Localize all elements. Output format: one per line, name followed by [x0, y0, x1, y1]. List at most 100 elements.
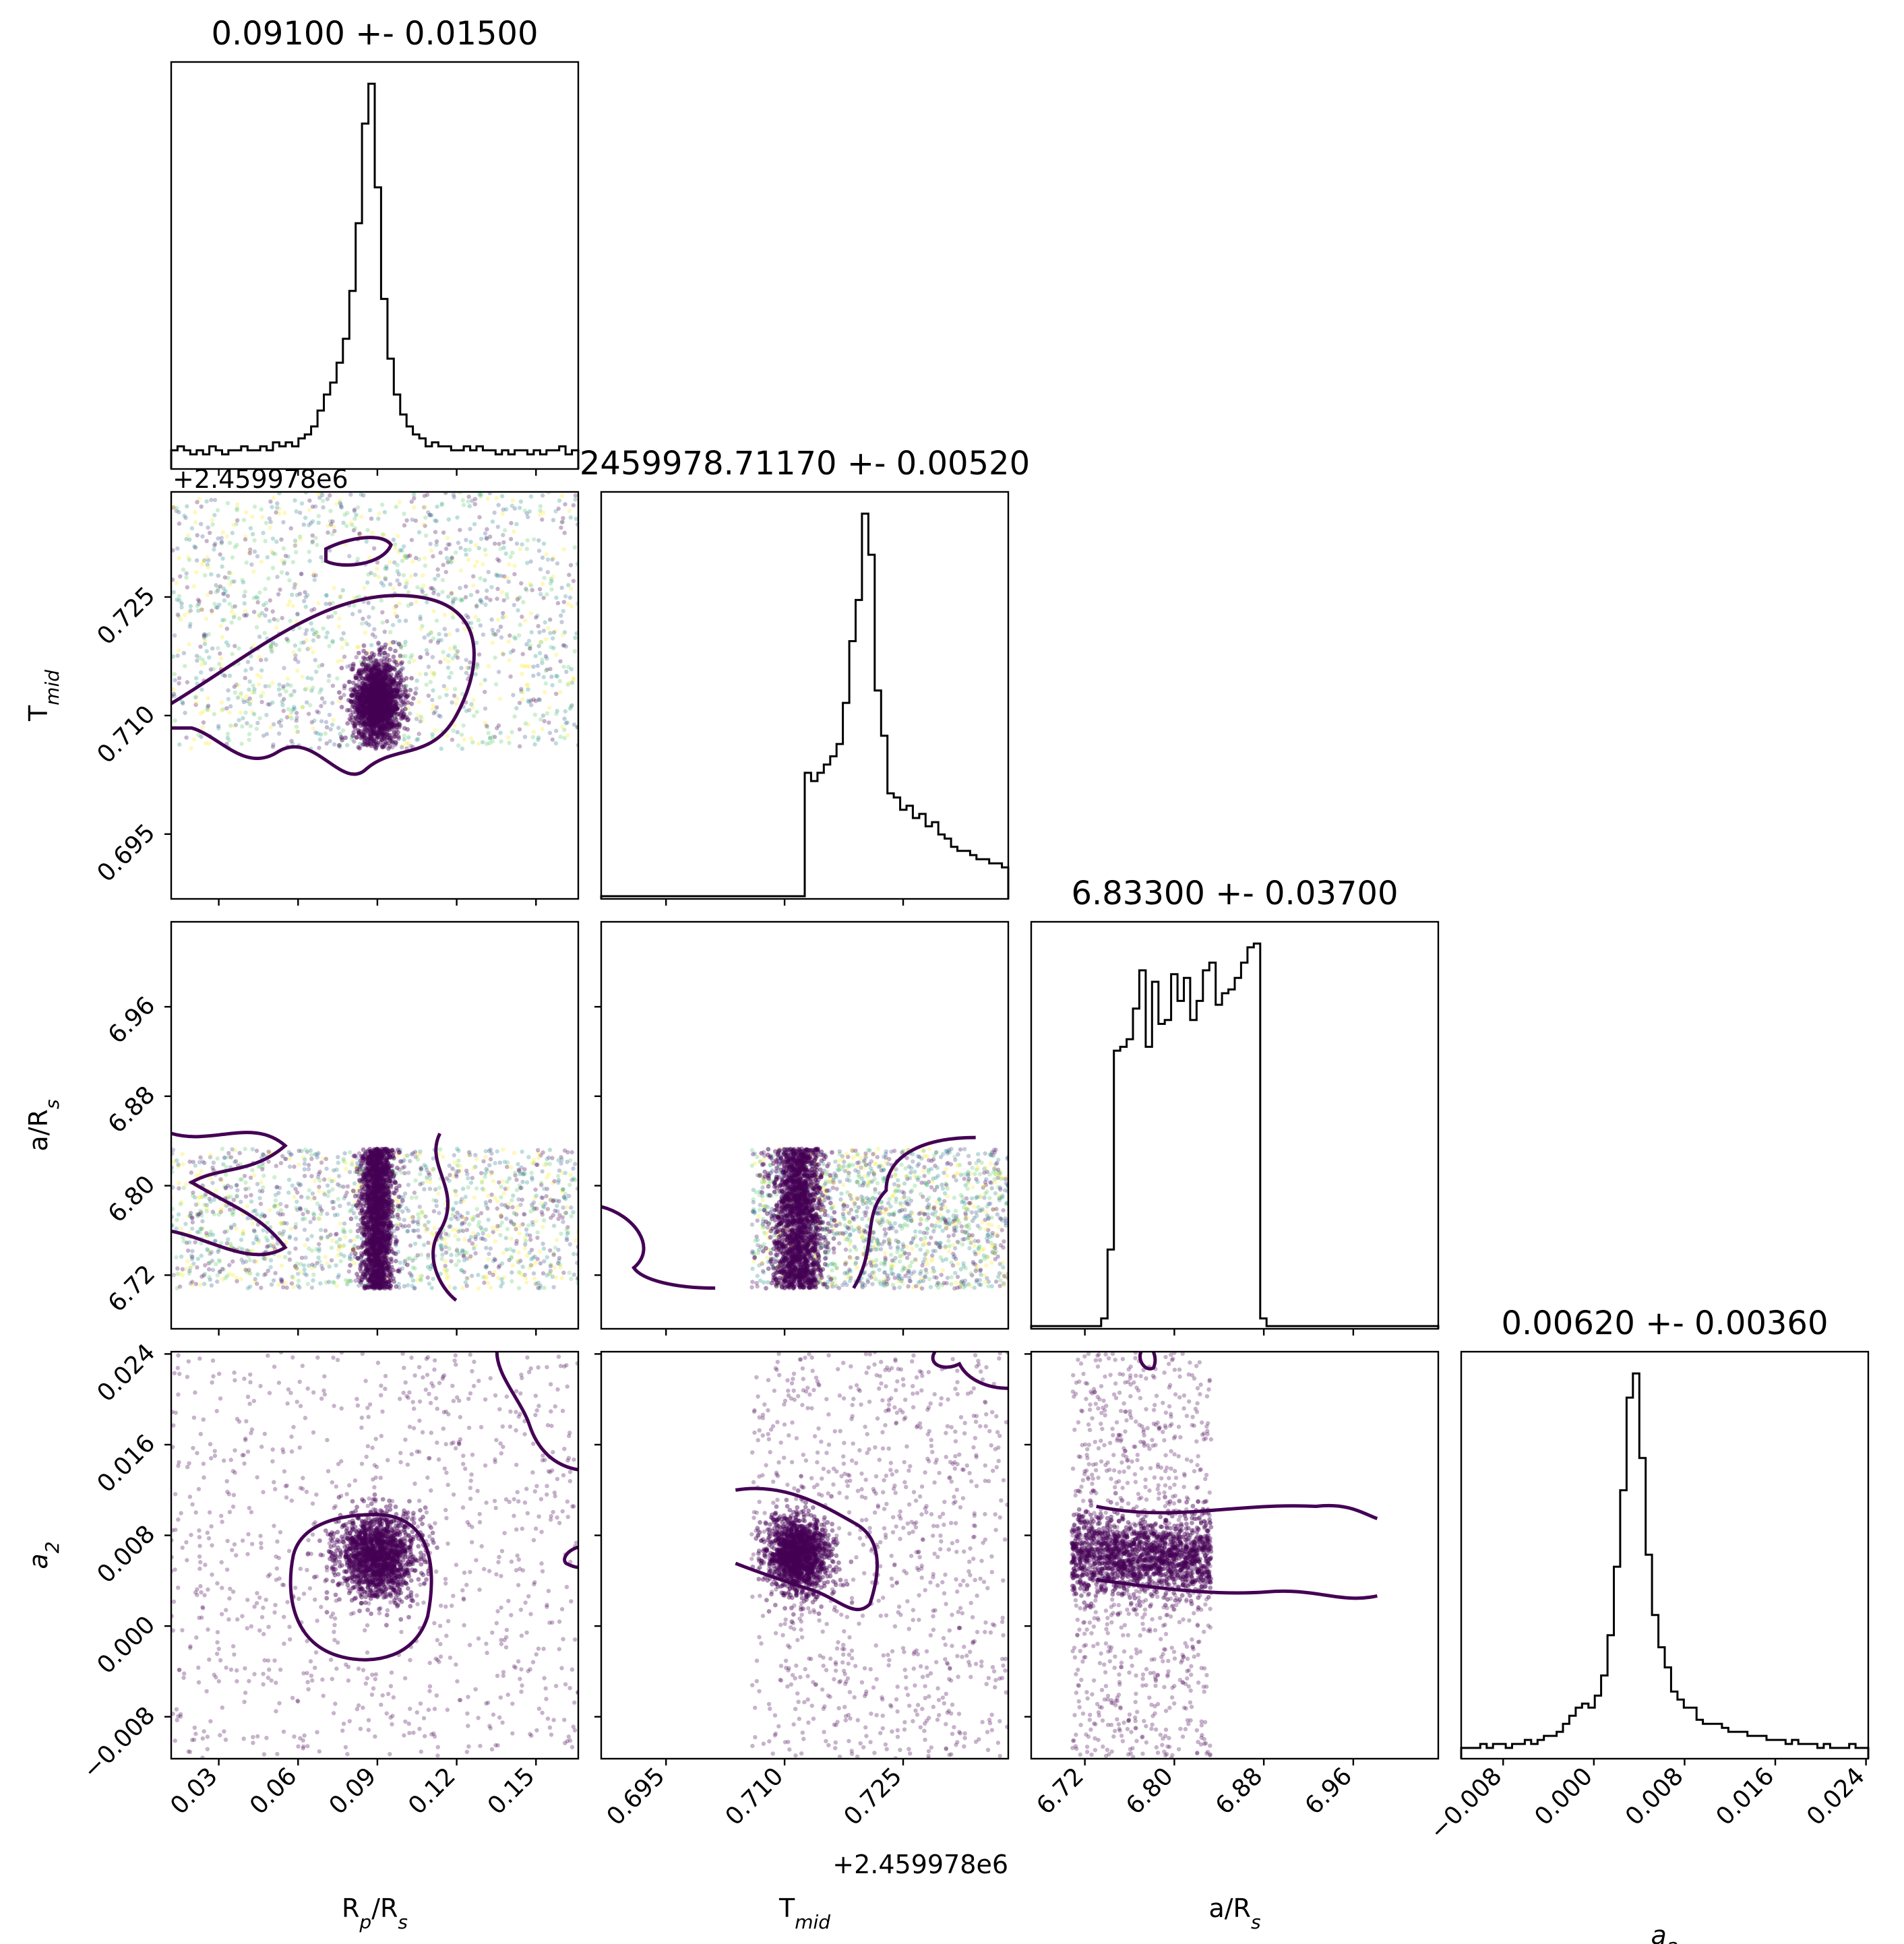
- scatter-point: [353, 673, 359, 679]
- scatter-point: [210, 1165, 215, 1170]
- scatter-point: [226, 731, 231, 736]
- scatter-point: [394, 1223, 398, 1228]
- scatter-point: [366, 600, 371, 605]
- scatter-point: [394, 604, 398, 608]
- scatter-point: [466, 1153, 472, 1158]
- scatter-point: [233, 1160, 237, 1164]
- scatter-point: [541, 675, 546, 679]
- scatter-point: [239, 1199, 243, 1204]
- scatter-point: [370, 722, 375, 727]
- scatter-point: [379, 701, 385, 706]
- scatter-point: [381, 1257, 386, 1263]
- scatter-point: [437, 631, 441, 637]
- scatter-point: [359, 492, 363, 497]
- scatter-point: [452, 1160, 457, 1165]
- scatter-point: [375, 698, 379, 703]
- scatter-point: [382, 722, 388, 726]
- scatter-point: [361, 722, 366, 727]
- scatter-point: [304, 1273, 309, 1278]
- scatter-point: [317, 1216, 322, 1222]
- scatter-point: [381, 650, 387, 656]
- scatter-point: [380, 680, 386, 685]
- scatter-point: [369, 671, 374, 676]
- scatter-point: [524, 511, 529, 516]
- scatter-point: [348, 718, 354, 722]
- scatter-point: [176, 648, 181, 653]
- scatter-point: [438, 714, 443, 719]
- scatter-point: [381, 690, 386, 695]
- scatter-point: [388, 664, 392, 670]
- scatter-point: [520, 1222, 525, 1227]
- scatter-point: [392, 1279, 396, 1284]
- scatter-point: [501, 1191, 506, 1196]
- scatter-point: [324, 741, 329, 746]
- scatter-point: [194, 558, 199, 563]
- scatter-point: [371, 741, 377, 746]
- scatter-point: [363, 704, 367, 710]
- scatter-point: [376, 687, 381, 691]
- scatter-point: [535, 663, 540, 668]
- scatter-point: [383, 720, 388, 725]
- scatter-point: [519, 687, 524, 691]
- scatter-point: [383, 676, 389, 681]
- scatter-point: [524, 1232, 530, 1237]
- scatter-point: [474, 640, 479, 646]
- scatter-point: [293, 653, 298, 658]
- scatter-point: [526, 687, 530, 692]
- scatter-point: [384, 1265, 390, 1270]
- scatter-point: [390, 694, 396, 699]
- scatter-point: [560, 1215, 565, 1220]
- scatter-point: [367, 681, 373, 686]
- scatter-point: [397, 676, 402, 681]
- scatter-point: [524, 546, 529, 551]
- scatter-point: [396, 695, 400, 700]
- scatter-point: [365, 711, 371, 716]
- scatter-point: [377, 1170, 383, 1176]
- scatter-point: [370, 692, 375, 697]
- scatter-point: [341, 520, 346, 526]
- scatter-point: [211, 1160, 216, 1165]
- scatter-point: [369, 735, 374, 741]
- scatter-point: [379, 699, 383, 704]
- scatter-point: [370, 689, 375, 695]
- scatter-point: [561, 1270, 566, 1276]
- scatter-point: [252, 549, 257, 554]
- scatter-point: [499, 1277, 504, 1282]
- scatter-point: [371, 685, 376, 690]
- scatter-point: [363, 662, 368, 668]
- scatter-point: [550, 1274, 555, 1280]
- scatter-point: [350, 734, 355, 740]
- scatter-point: [195, 597, 201, 602]
- scatter-point: [359, 696, 364, 701]
- scatter-point: [374, 710, 379, 716]
- scatter-point: [188, 1210, 193, 1216]
- scatter-point: [388, 706, 393, 712]
- scatter-point: [510, 498, 516, 503]
- scatter-point: [286, 1150, 292, 1155]
- scatter-point: [222, 592, 226, 596]
- scatter-point: [488, 1246, 493, 1251]
- scatter-point: [535, 1230, 540, 1235]
- scatter-point: [228, 1155, 234, 1160]
- scatter-point: [372, 715, 377, 720]
- scatter-point: [558, 659, 563, 664]
- scatter-point: [367, 722, 373, 728]
- scatter-point: [278, 1160, 284, 1166]
- scatter-point: [390, 1203, 395, 1208]
- scatter-point: [390, 680, 395, 685]
- scatter-point: [377, 712, 382, 718]
- scatter-point: [539, 592, 543, 596]
- scatter-point: [356, 707, 361, 712]
- scatter-point: [381, 662, 386, 667]
- scatter-point: [280, 616, 284, 621]
- scatter-point: [248, 724, 253, 728]
- scatter-point: [395, 578, 400, 583]
- scatter-point: [325, 1261, 330, 1266]
- scatter-point: [175, 505, 179, 511]
- scatter-point: [468, 1152, 472, 1158]
- scatter-point: [425, 600, 429, 604]
- scatter-point: [389, 708, 394, 714]
- scatter-point: [373, 700, 379, 705]
- scatter-point: [376, 695, 381, 700]
- scatter-point: [233, 1159, 239, 1164]
